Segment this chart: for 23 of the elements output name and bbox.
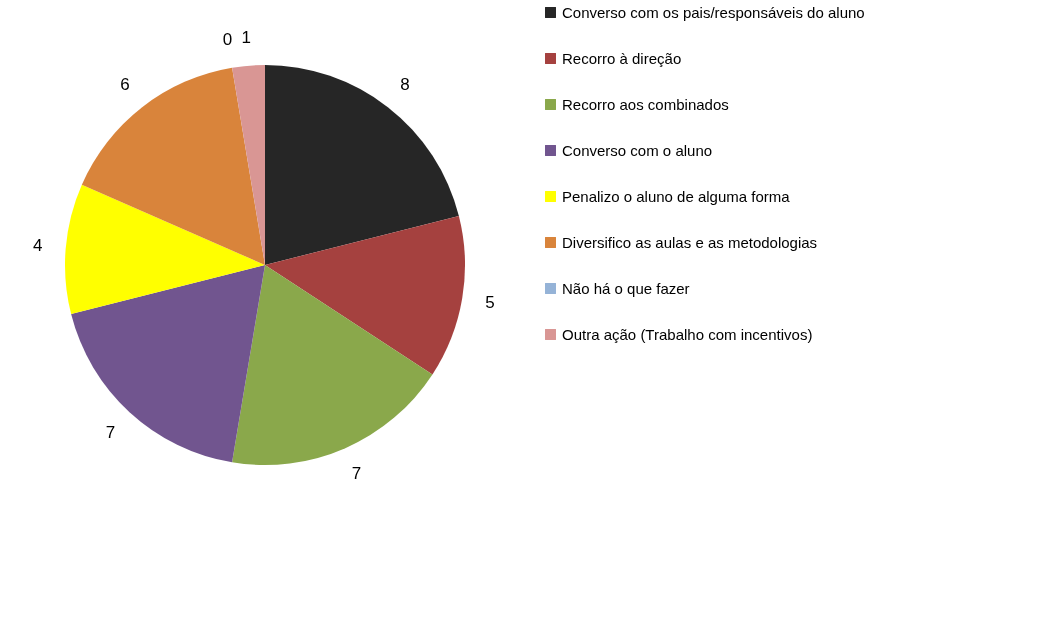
legend-label: Não há o que fazer (562, 279, 690, 297)
legend-label: Recorro à direção (562, 49, 682, 67)
data-label: 1 (241, 27, 251, 47)
text: 0 (222, 30, 233, 50)
legend-label: Converso com o aluno (562, 141, 713, 159)
data-label: 7 (351, 463, 362, 483)
legend-label: Diversifico as aulas e as metodologias (562, 233, 818, 251)
pie-slice (265, 65, 459, 265)
data-label: 7 (105, 422, 116, 442)
pie-slice (65, 184, 265, 315)
legend-label: Converso com os pais/responsáveis do aluno (562, 3, 865, 21)
data-label: 4 (33, 236, 43, 256)
data-label: 8 (400, 75, 410, 95)
legend-label: Penalizo o aluno de alguma forma (562, 187, 791, 205)
legend-label: Outra ação (Trabalho com incentivos) (562, 325, 813, 343)
legend-label: Recorro aos combinados (562, 95, 729, 113)
pie-slice (71, 265, 265, 463)
pie-slice (232, 265, 433, 465)
data-label: 6 (120, 75, 130, 95)
pie-slice (81, 67, 265, 265)
pie-slice (232, 65, 265, 265)
data-label: 5 (485, 292, 495, 312)
pie-slice (265, 215, 465, 375)
